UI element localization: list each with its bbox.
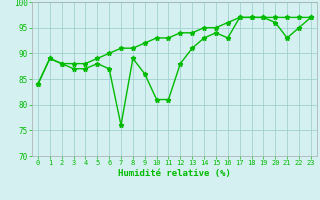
X-axis label: Humidité relative (%): Humidité relative (%) — [118, 169, 231, 178]
